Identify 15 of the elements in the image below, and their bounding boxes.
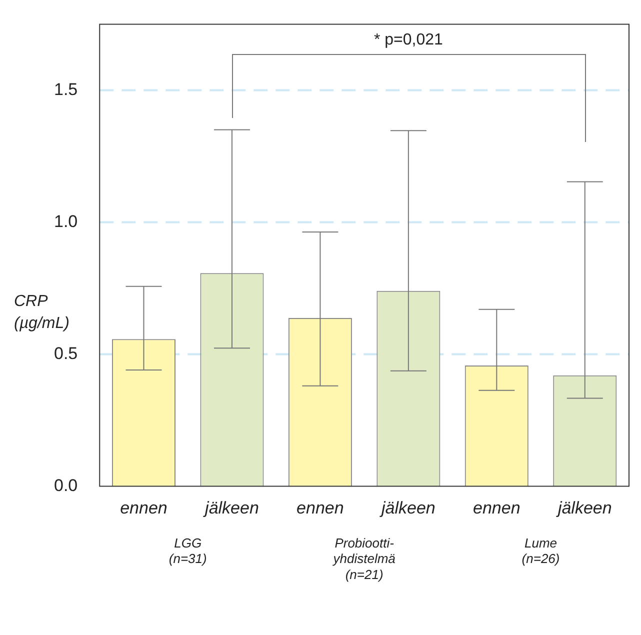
text: jälkeen <box>558 498 612 518</box>
x-tick-label: Probiootti- yhdistelmä (n=21) <box>332 536 396 582</box>
text: ennen <box>473 498 520 518</box>
series-label: jälkeen <box>203 498 259 518</box>
y-tick-label: 1.5 <box>54 80 78 99</box>
y-tick-label: 0.5 <box>54 344 78 363</box>
y-tick-label: 0.0 <box>54 476 78 495</box>
y-axis-title: CRP (µg/mL) <box>14 292 70 332</box>
text: ennen <box>296 498 344 518</box>
x-tick-label: LGG (n=31) <box>168 536 207 566</box>
y-tick-label: 1.0 <box>54 212 78 231</box>
series-label: ennen <box>120 498 168 518</box>
text: jälkeen <box>381 498 436 518</box>
annotation: * p=0,021 <box>374 32 444 49</box>
x-tick-label: Lume (n=26) <box>522 536 560 566</box>
